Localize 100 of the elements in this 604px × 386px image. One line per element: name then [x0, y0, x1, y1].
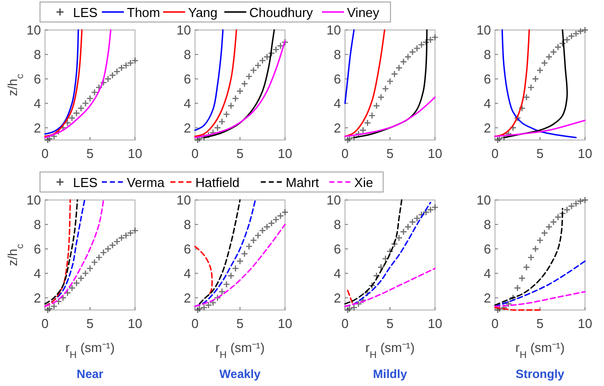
point [540, 229, 548, 237]
y-tick-label: 4 [484, 96, 491, 111]
point [276, 212, 284, 220]
point [272, 216, 280, 224]
point [104, 245, 112, 252]
y-tick-label: 2 [334, 120, 341, 136]
point [509, 124, 517, 132]
point [200, 134, 208, 142]
point [245, 72, 253, 80]
point [568, 32, 576, 40]
point [581, 26, 589, 34]
line-series [44, 199, 78, 305]
y-tick-label: 4 [34, 266, 41, 281]
y-tick-label: 6 [334, 71, 341, 86]
y-tick-label: 10 [26, 22, 41, 38]
line-series [203, 29, 275, 138]
point [86, 94, 94, 102]
point [258, 226, 266, 234]
x-tick-label: 5 [86, 146, 94, 161]
legend-label: LES [73, 5, 98, 20]
line-series [344, 96, 436, 138]
x-tick-label: 0 [341, 146, 349, 161]
line-series [353, 29, 428, 138]
point [500, 304, 508, 312]
point [377, 264, 385, 271]
point [82, 100, 90, 107]
point [263, 223, 271, 230]
point [545, 223, 553, 230]
point [377, 94, 385, 101]
point [563, 36, 571, 44]
point [59, 294, 67, 302]
point [514, 114, 522, 122]
x-tick-label: 10 [278, 316, 292, 331]
point [390, 70, 398, 78]
point [404, 53, 412, 60]
y-tick-label: 4 [184, 96, 191, 111]
point [222, 280, 230, 288]
point [281, 208, 289, 216]
point [504, 300, 512, 308]
point [95, 254, 103, 262]
point [400, 58, 408, 66]
point [214, 294, 222, 302]
x-tick-label: 10 [578, 316, 592, 331]
line-series [494, 120, 586, 138]
point [400, 228, 408, 236]
y-tick-label: 8 [184, 46, 191, 62]
line-series [44, 199, 71, 308]
line-series [194, 29, 238, 138]
y-tick-label: 10 [176, 22, 191, 38]
point [413, 214, 421, 222]
point [431, 204, 439, 211]
y-tick-label: 4 [334, 266, 341, 281]
y-tick-label: 10 [326, 192, 341, 208]
point [108, 242, 116, 249]
point [545, 53, 553, 60]
y-tick-label: 8 [484, 216, 491, 232]
point [113, 238, 121, 246]
point [131, 226, 139, 234]
point [554, 44, 562, 51]
line-series [44, 29, 112, 138]
point [581, 196, 589, 204]
line-series [194, 40, 286, 138]
point [72, 280, 80, 287]
legend-label: LES [73, 175, 98, 190]
y-tick-label: 2 [184, 290, 191, 306]
point [550, 48, 558, 56]
x-tick-label: 0 [41, 146, 49, 161]
y-tick-label: 8 [34, 46, 41, 62]
point [218, 118, 226, 126]
point [218, 288, 226, 296]
x-tick-label: 10 [428, 146, 442, 161]
point [104, 75, 112, 82]
x-axis-title: r$_{H}$ (sm⁻¹) [65, 340, 115, 360]
point [500, 134, 508, 142]
point [382, 255, 390, 262]
point [95, 84, 103, 92]
point [250, 236, 258, 244]
point [118, 234, 126, 242]
point [532, 245, 540, 252]
point [64, 289, 72, 296]
line-series [194, 199, 256, 308]
point [118, 64, 126, 72]
point [44, 136, 52, 144]
point [540, 59, 548, 67]
point [550, 218, 558, 226]
point [536, 66, 544, 74]
x-tick-label: 0 [341, 316, 349, 331]
point [359, 296, 367, 304]
point [359, 126, 367, 134]
point [522, 264, 530, 271]
line-series [194, 29, 224, 131]
point [576, 28, 584, 35]
legend-label: Mahrt [286, 175, 320, 190]
point [86, 264, 94, 272]
x-tick-label: 5 [236, 316, 244, 331]
point [413, 44, 421, 52]
point [368, 112, 376, 120]
line-series [494, 208, 564, 306]
point [386, 78, 394, 85]
point [408, 218, 416, 226]
